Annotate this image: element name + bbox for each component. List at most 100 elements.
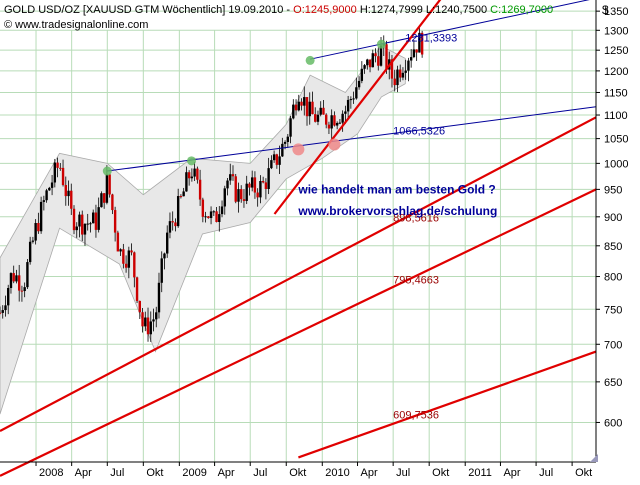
level-labels: 1281,3393 1066,5326 898,5616 795,4663 609,75… [393,33,457,422]
annotation-text: wie handelt man am besten Gold ? www.brok… [297,182,497,218]
candle-body [407,60,410,71]
candle-body [281,143,284,157]
candle-body [363,65,366,69]
level-label: 795,4663 [393,274,439,286]
candle-body [270,160,273,169]
candle-body [12,273,15,282]
candle-body [89,223,92,225]
trendline-blue [310,0,590,60]
candle-body [91,212,95,224]
ohlc-open: O:1245,9000 [293,4,357,16]
candles [0,25,424,342]
candle-body [67,190,70,197]
candle-body [61,167,65,186]
candle-body [352,98,355,100]
candle-body [56,162,59,168]
candle-body [155,312,158,320]
trendlines[interactable] [0,0,597,477]
candle-body [75,226,78,231]
candle-body [357,80,361,88]
candle-body [130,250,133,253]
candle-body [113,210,117,233]
candle-body [396,69,399,86]
candle-body [379,45,383,66]
candle-body [292,104,295,119]
y-tick-label: 1050 [604,134,628,146]
candle-body [327,124,331,129]
candle-body [223,188,226,207]
title-prefix: GOLD USD/OZ [XAUUSD GTM Wöchentlich] 19.… [4,4,293,16]
candle-body [144,317,147,327]
candle-body [0,312,2,314]
x-tick-label: Jul [253,467,267,479]
x-tick-label: Jul [539,467,553,479]
candle-body [100,193,103,208]
x-tick-label: Okt [432,467,449,479]
candle-body [171,221,174,223]
candle-body [122,249,125,264]
candle-body [72,208,76,231]
candle-body [253,177,257,193]
marker-pink [292,143,305,156]
candle-body [374,53,377,57]
x-tick-label: 2010 [325,467,349,479]
y-tick-label: 850 [604,241,622,253]
x-tick-label: Okt [575,467,592,479]
candle-body [248,183,251,188]
candle-body [53,162,57,183]
candle-body [26,262,29,288]
candle-body [333,115,336,126]
y-tick-label: 750 [604,304,622,316]
ohlc-low: L:1240,7500 [423,4,487,16]
candle-body [127,250,131,268]
x-tick-label: 2008 [39,467,63,479]
candle-body [399,69,402,78]
candle-body [341,113,344,123]
candle-body [15,275,18,282]
candle-body [385,44,388,70]
trendline-red [298,350,597,459]
candle-body [86,223,89,225]
candle-body [83,223,87,235]
y-tick-label: 1250 [604,45,628,57]
x-tick-label: Okt [289,467,306,479]
candle-body [196,168,199,180]
x-tick-label: Apr [218,467,235,479]
candle-body [303,97,306,106]
candle-body [31,240,35,242]
y-tick-label: 700 [604,339,622,351]
candle-body [124,263,128,268]
x-tick-label: Jul [110,467,124,479]
candle-body [314,114,317,122]
candle-body [261,181,265,183]
candle-body [286,136,290,142]
y-tick-label: 1300 [604,25,628,37]
candle-body [366,59,369,66]
candle-body [256,192,259,198]
marker-green [102,166,112,176]
trendline-red [0,188,597,477]
x-tick-label: Jul [396,467,410,479]
candle-body [218,214,221,222]
candle-body [346,99,350,112]
candle-body [28,241,32,263]
x-tick-label: 2011 [468,467,492,479]
candle-body [294,104,298,111]
candle-body [283,141,287,144]
resize-grip-icon[interactable] [590,454,598,462]
candle-body [237,189,240,202]
x-tick-label: Apr [503,467,520,479]
candle-body [204,216,207,218]
candle-body [152,319,155,322]
candle-body [409,57,413,61]
pivot-markers [102,39,386,176]
y-tick-label: 1000 [604,158,628,170]
level-label: 1066,5326 [393,126,445,138]
candle-body [390,59,394,79]
marker-green [305,55,315,65]
marker-green [186,156,196,166]
candle-body [185,172,188,192]
chart-title: GOLD USD/OZ [XAUUSD GTM Wöchentlich] 19.… [4,4,553,16]
candle-body [168,221,172,233]
